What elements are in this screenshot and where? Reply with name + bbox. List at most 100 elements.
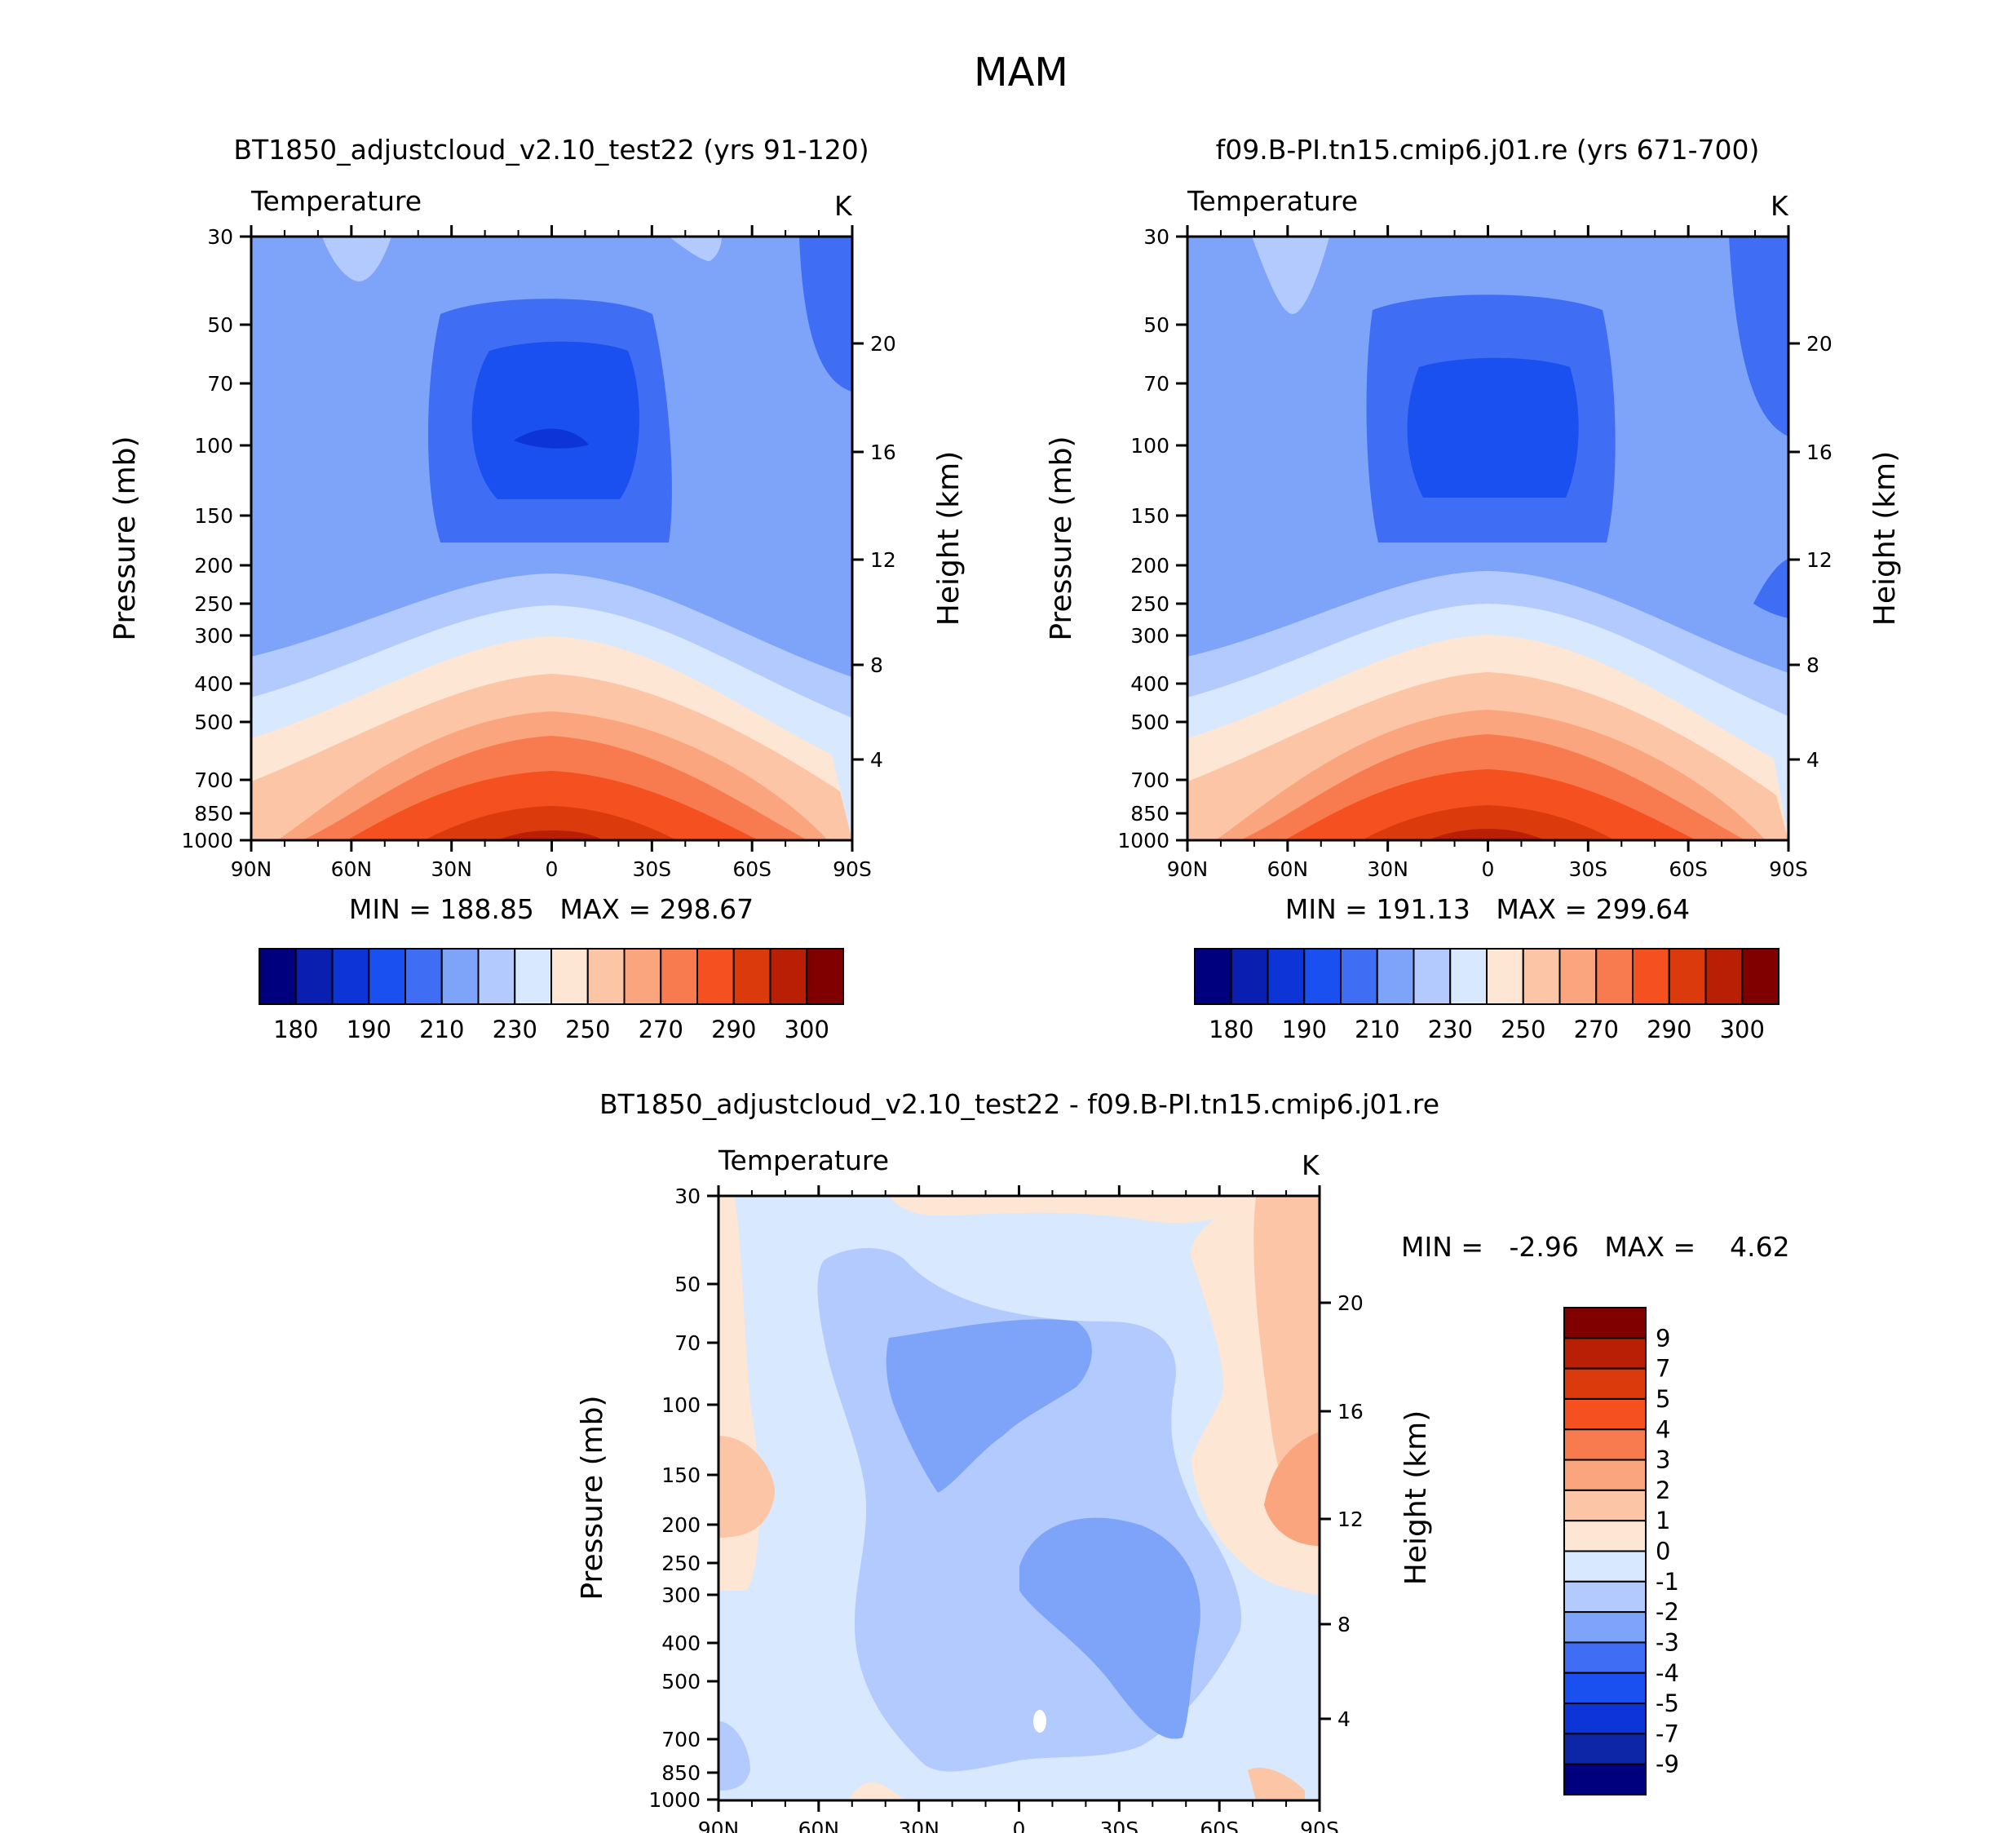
colorbar-label: 270 — [1574, 1016, 1619, 1043]
colorbar-label: 5 — [1656, 1385, 1670, 1413]
panel-b-height-label: Height (km) — [1868, 451, 1902, 626]
colorbar-label: -9 — [1656, 1751, 1679, 1778]
colorbar-label: 2 — [1656, 1477, 1670, 1504]
lat-tick-label: 30N — [431, 857, 472, 881]
pressure-tick-label: 300 — [1130, 624, 1169, 648]
pressure-tick-label: 100 — [661, 1393, 701, 1417]
colorbar-swatch — [1563, 1337, 1647, 1370]
colorbar-label: 290 — [1647, 1016, 1691, 1043]
pressure-tick-label: 200 — [1130, 554, 1169, 578]
panel-b-pressure-ticks: 30 50 70 100 150 200 250 300 400 500 700 850 1000 — [1117, 225, 1187, 852]
pressure-tick-label: 400 — [194, 672, 233, 696]
pressure-tick-label: 1000 — [1117, 829, 1169, 852]
colorbar-swatch — [1563, 1367, 1647, 1400]
colorbar-label: 0 — [1656, 1538, 1670, 1565]
panel-a-pressure-label: Pressure (mb) — [108, 436, 142, 640]
colorbar-swatch — [550, 948, 589, 1005]
panel-b-pressure-label: Pressure (mb) — [1045, 436, 1078, 640]
panel-c-lat-ticks: 90N 60N 30N 0 30S 60S 90S — [698, 1185, 1339, 1833]
colorbar-swatch — [440, 948, 480, 1005]
pressure-tick-label: 850 — [194, 802, 233, 826]
pressure-tick-label: 250 — [194, 592, 233, 616]
pressure-tick-label: 200 — [661, 1513, 701, 1537]
colorbar-label: 230 — [1428, 1016, 1473, 1043]
colorbar-swatch — [1522, 948, 1561, 1005]
colorbar-swatch — [1486, 948, 1524, 1005]
colorbar-swatch — [1563, 1428, 1647, 1461]
panel-c-title: BT1850_adjustcloud_v2.10_test22 - f09.B-… — [599, 1088, 1439, 1120]
colorbar-swatch — [1632, 948, 1670, 1005]
pressure-tick-label: 700 — [1130, 768, 1169, 792]
lat-tick-label: 0 — [546, 857, 559, 881]
panel-b-variable: Temperature — [1187, 185, 1358, 217]
figure-title: MAM — [974, 50, 1068, 95]
colorbar-label: 7 — [1656, 1355, 1670, 1383]
panel-b-units: K — [1771, 190, 1789, 222]
colorbar-swatch — [514, 948, 552, 1005]
colorbar-swatch — [259, 948, 297, 1005]
panel-c-height-label: Height (km) — [1399, 1410, 1433, 1585]
pressure-tick-label: 300 — [194, 624, 233, 648]
pressure-tick-label: 50 — [1143, 313, 1169, 337]
colorbar-swatch — [586, 948, 626, 1005]
height-tick-label: 16 — [1806, 441, 1833, 464]
pressure-tick-label: 150 — [194, 504, 233, 528]
height-tick-label: 12 — [1806, 548, 1833, 572]
pressure-tick-label: 70 — [674, 1331, 701, 1355]
colorbar-swatch — [1704, 948, 1744, 1005]
panel-c-height-ticks: 20 16 12 8 4 — [1320, 1291, 1364, 1731]
colorbar-label: 300 — [1720, 1016, 1765, 1043]
colorbar-label: 300 — [785, 1016, 829, 1043]
colorbar-label: 210 — [419, 1016, 464, 1043]
lat-tick-label: 60S — [1200, 1818, 1239, 1833]
colorbar-label: 210 — [1355, 1016, 1399, 1043]
height-tick-label: 16 — [1337, 1400, 1364, 1423]
colorbar-swatch — [1340, 948, 1378, 1005]
panel-a-colorbar: 180 190 210 230 250 270 290 300 — [259, 948, 844, 1043]
height-tick-label: 4 — [1806, 748, 1819, 772]
colorbar-label: 230 — [493, 1016, 537, 1043]
pressure-tick-label: 30 — [207, 225, 233, 249]
colorbar-label: -2 — [1656, 1598, 1679, 1626]
pressure-tick-label: 400 — [1130, 672, 1169, 696]
colorbar-swatch — [623, 948, 662, 1005]
lat-tick-label: 30N — [1367, 857, 1408, 881]
height-tick-label: 8 — [1337, 1613, 1351, 1636]
panel-c-units: K — [1302, 1149, 1320, 1181]
pressure-tick-label: 1000 — [181, 829, 233, 852]
lat-tick-label: 90N — [698, 1818, 740, 1833]
lat-tick-label: 30S — [1099, 1818, 1138, 1833]
colorbar-swatch — [1449, 948, 1488, 1005]
colorbar-label: -5 — [1656, 1689, 1679, 1717]
colorbar-label: 180 — [273, 1016, 318, 1043]
panel-c-variable: Temperature — [718, 1145, 889, 1176]
height-tick-label: 20 — [1806, 332, 1833, 356]
lat-tick-label: 60S — [732, 857, 771, 881]
colorbar-swatch — [1558, 948, 1598, 1005]
panel-c: BT1850_adjustcloud_v2.10_test22 - f09.B-… — [576, 1088, 1790, 1833]
height-tick-label: 8 — [1806, 653, 1819, 677]
lat-tick-label: 90N — [231, 857, 272, 881]
pressure-tick-label: 150 — [1130, 504, 1169, 528]
lat-tick-label: 60N — [331, 857, 373, 881]
colorbar-swatch — [1563, 1397, 1647, 1431]
colorbar-swatch — [1376, 948, 1415, 1005]
pressure-tick-label: 100 — [1130, 434, 1169, 458]
colorbar-label: 190 — [1282, 1016, 1327, 1043]
colorbar-swatch — [368, 948, 406, 1005]
colorbar-swatch — [1563, 1550, 1647, 1583]
pressure-tick-label: 300 — [661, 1583, 701, 1607]
pressure-tick-label: 70 — [1143, 372, 1169, 396]
height-tick-label: 12 — [1337, 1508, 1364, 1531]
panel-b-field — [1187, 237, 1788, 840]
pressure-tick-label: 1000 — [648, 1788, 701, 1812]
panel-a-stats: MIN = 188.85 MAX = 298.67 — [349, 893, 754, 925]
colorbar-swatch — [1741, 948, 1779, 1005]
colorbar-swatch — [1563, 1489, 1647, 1522]
panel-b-stats: MIN = 191.13 MAX = 299.64 — [1285, 893, 1690, 925]
lat-tick-label: 90S — [1300, 1818, 1339, 1833]
panel-a-pressure-ticks: 30 50 70 100 150 200 250 300 400 500 700 850 1000 — [181, 225, 251, 852]
colorbar-swatch — [1563, 1763, 1647, 1795]
colorbar-swatch — [1563, 1520, 1647, 1552]
height-tick-label: 20 — [1337, 1291, 1364, 1315]
